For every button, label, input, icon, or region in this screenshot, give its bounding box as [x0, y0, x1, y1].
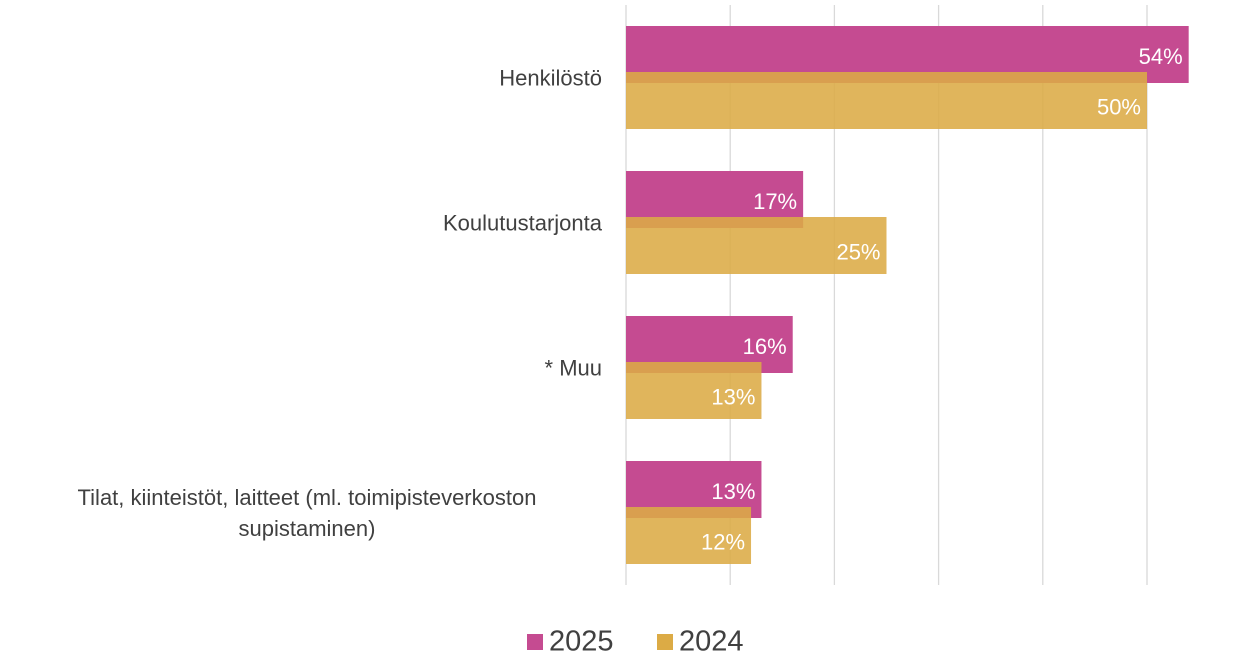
category-label-box: * Muu: [0, 352, 602, 383]
category-label: Koulutustarjonta: [443, 210, 602, 235]
legend-swatch: [657, 634, 673, 650]
value-label: 13%: [711, 479, 755, 504]
category-label: * Muu: [544, 355, 602, 380]
bar: [626, 507, 752, 564]
bar: [626, 72, 1147, 129]
bar: [626, 362, 762, 419]
value-label: 50%: [1097, 94, 1141, 119]
category-label-box: Tilat, kiinteistöt, laitteet (ml. toimip…: [0, 482, 602, 544]
legend-swatch: [527, 634, 543, 650]
category-label: Tilat, kiinteistöt, laitteet (ml. toimip…: [77, 484, 537, 541]
category-label-box: Koulutustarjonta: [0, 207, 602, 238]
value-label: 17%: [753, 189, 797, 214]
category-label: Henkilöstö: [499, 65, 602, 90]
value-label: 13%: [711, 384, 755, 409]
value-label: 54%: [1139, 44, 1183, 69]
legend-label: 2025: [549, 626, 614, 658]
bar: [626, 217, 887, 274]
value-label: 12%: [701, 529, 745, 554]
value-label: 25%: [836, 239, 880, 264]
category-label-box: Henkilöstö: [0, 62, 602, 93]
value-label: 16%: [743, 334, 787, 359]
legend-label: 2024: [679, 626, 744, 658]
